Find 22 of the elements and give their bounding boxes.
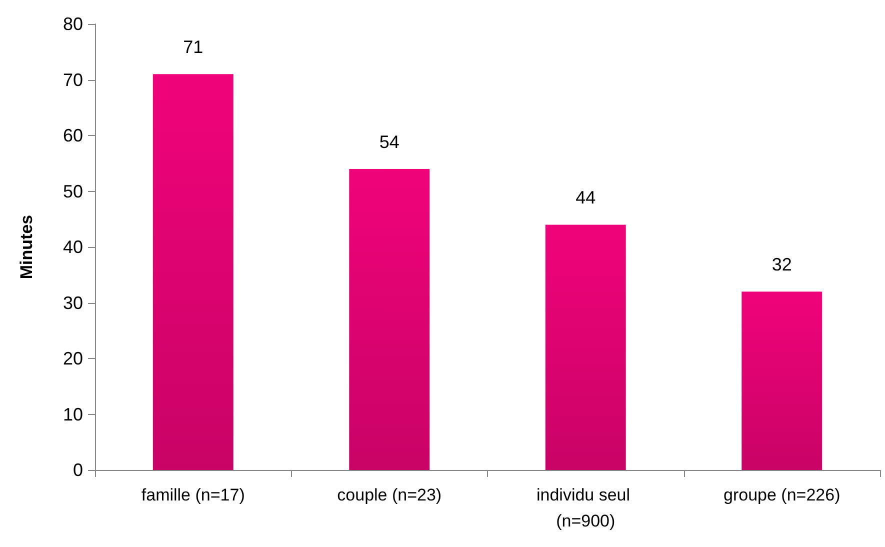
x-tick-label: individu seul (n=900)	[536, 486, 635, 530]
y-tick-label: 0	[72, 460, 83, 480]
y-tick-label: 70	[62, 70, 83, 90]
y-tick-label: 50	[62, 181, 83, 202]
bar	[742, 292, 822, 470]
data-label: 32	[772, 254, 792, 275]
data-label: 71	[183, 37, 204, 58]
data-label: 54	[379, 132, 400, 152]
y-tick-label: 60	[62, 126, 83, 146]
y-tick-label: 20	[62, 348, 83, 368]
y-tick-label: 10	[62, 404, 83, 424]
data-label: 44	[576, 188, 596, 208]
bar	[152, 74, 234, 470]
y-tick-label: 80	[62, 14, 83, 34]
bar	[545, 224, 626, 470]
y-tick-label: 30	[62, 292, 83, 313]
x-tick-label: couple (n=23)	[337, 486, 442, 504]
x-tick-label: groupe (n=226)	[724, 486, 840, 504]
y-axis-title: Minutes	[17, 214, 36, 280]
x-tick-label: famille (n=17)	[141, 486, 245, 504]
bar	[349, 168, 430, 470]
y-tick-label: 40	[62, 237, 83, 257]
